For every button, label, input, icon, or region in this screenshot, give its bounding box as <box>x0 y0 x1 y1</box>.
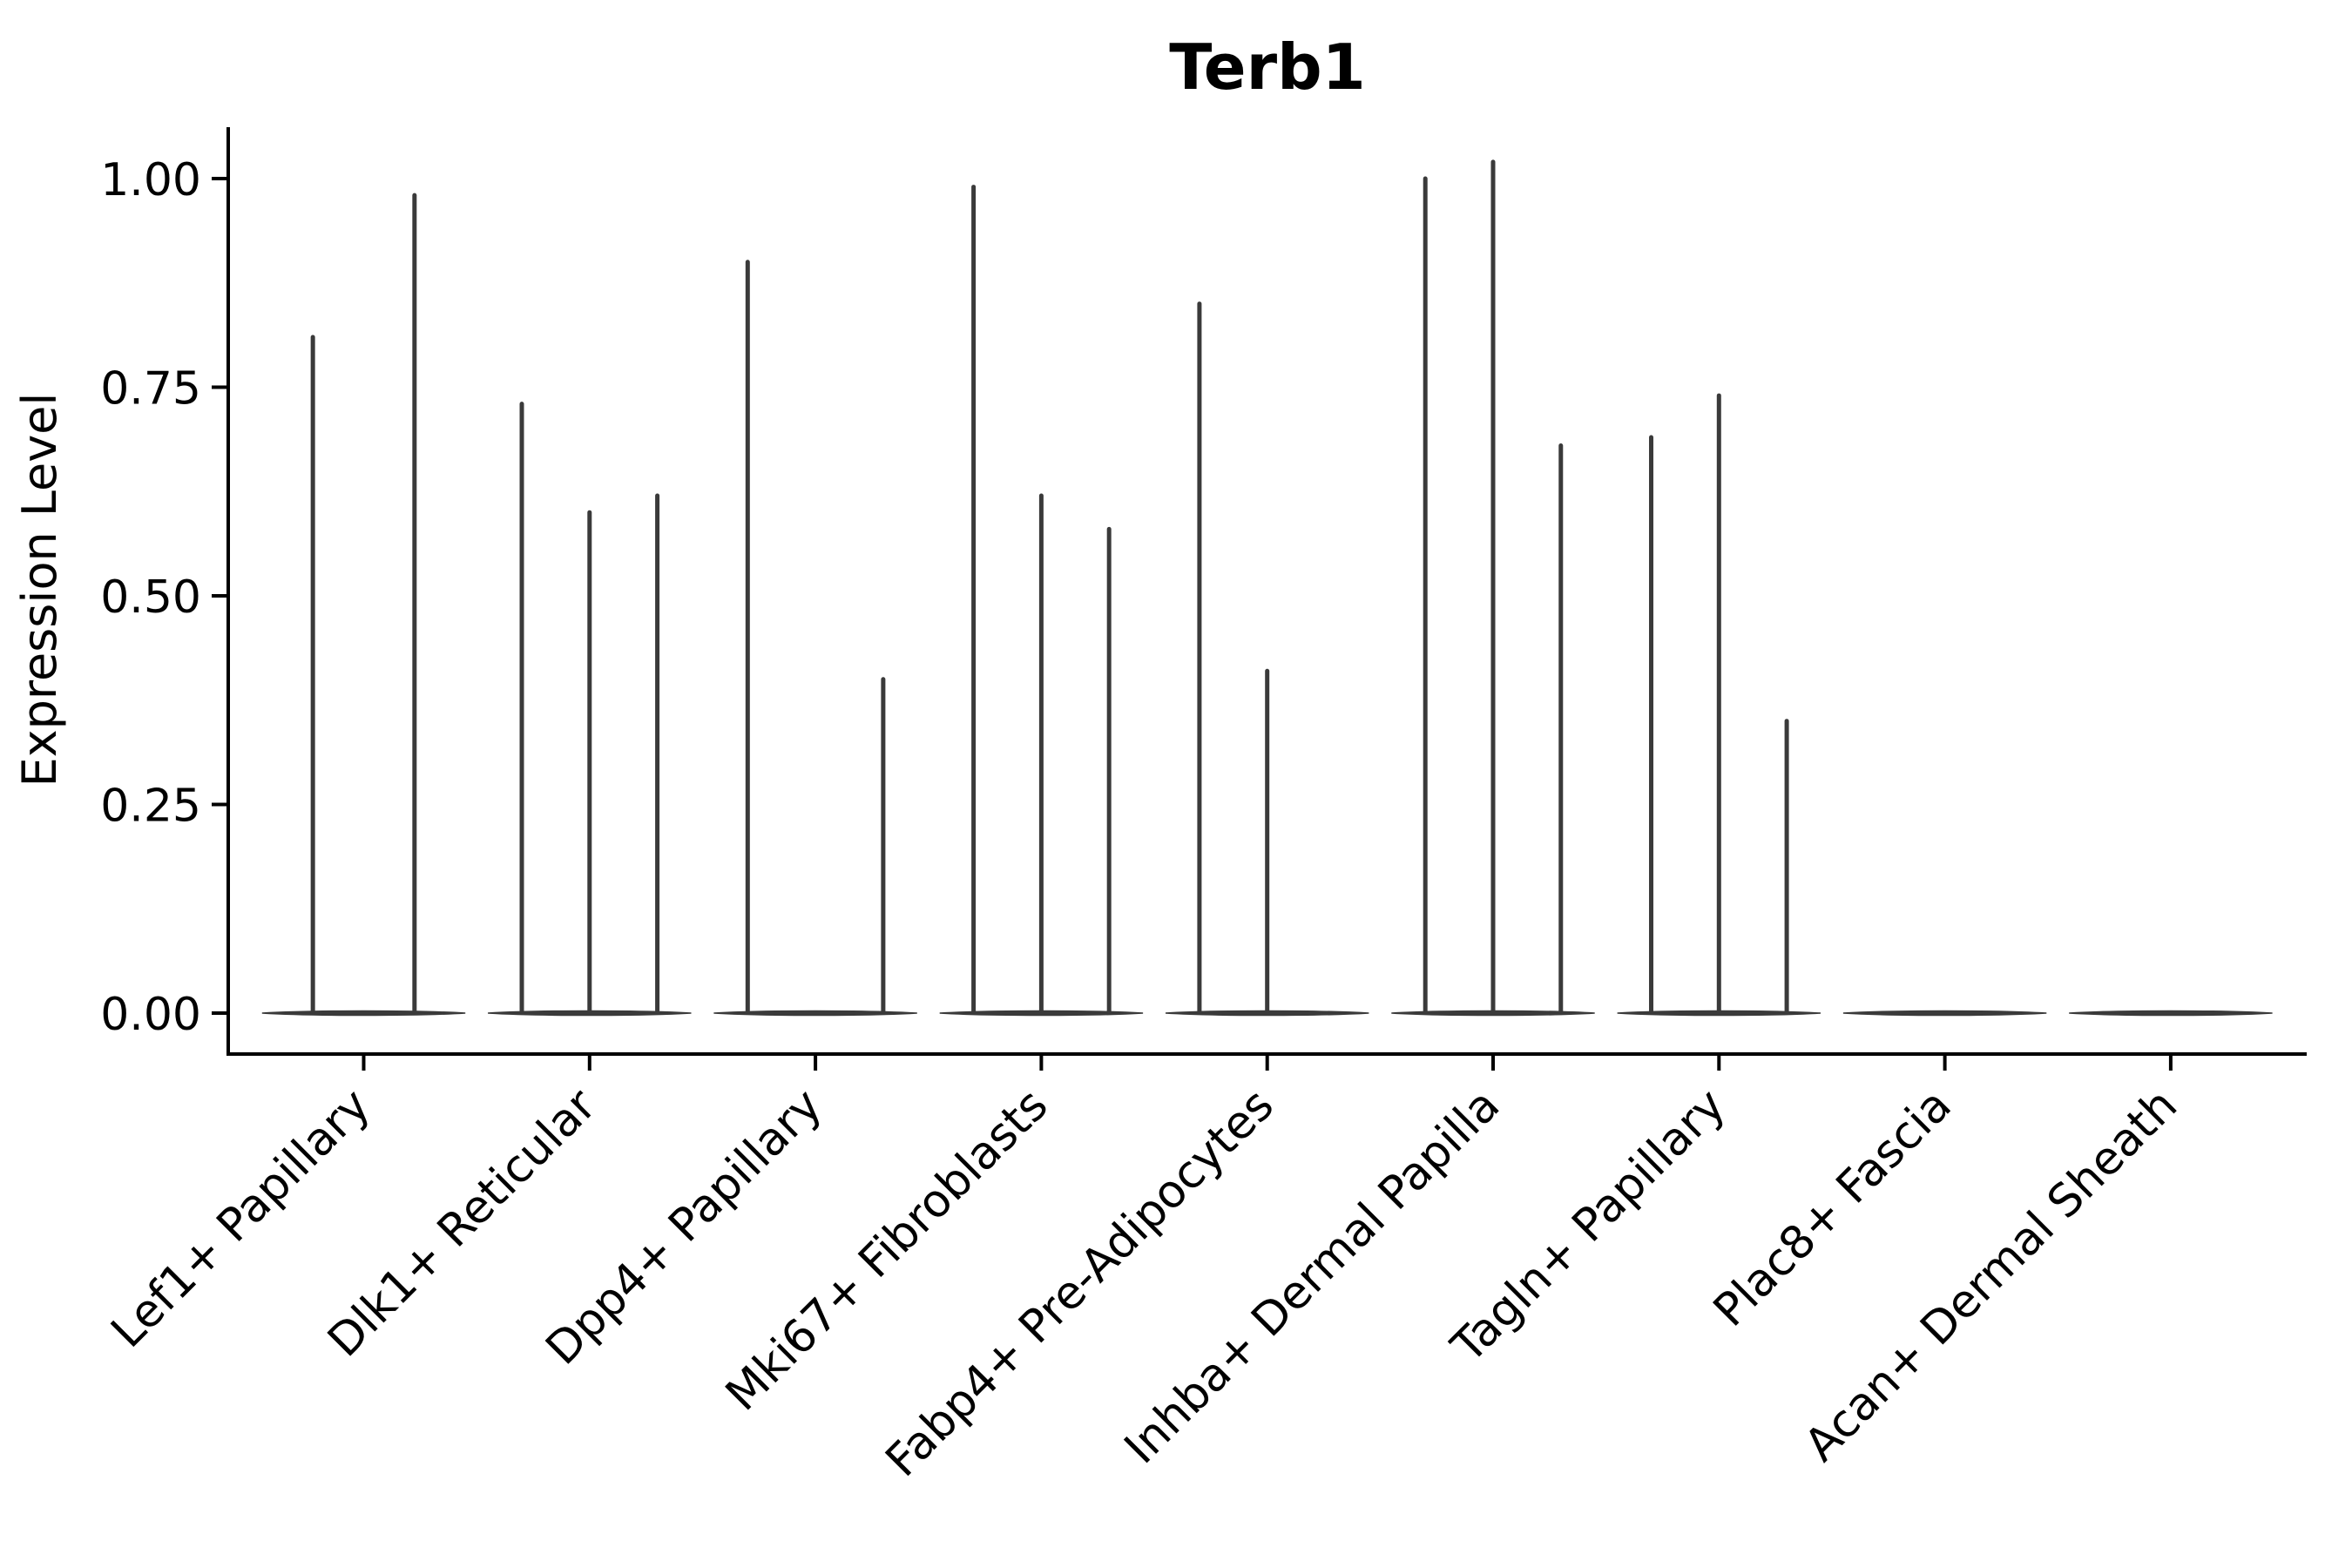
violin-group <box>713 260 917 1017</box>
x-tick-label: Acan+ Dermal Sheath <box>1794 1079 2187 1472</box>
violin-group <box>488 402 692 1017</box>
plot-title: Terb1 <box>1169 30 1366 104</box>
y-tick-label: 0.00 <box>100 989 201 1041</box>
violin-group <box>1165 301 1369 1017</box>
y-tick-label: 0.50 <box>100 571 201 624</box>
y-tick-label: 0.25 <box>100 781 201 833</box>
y-tick-label: 1.00 <box>100 154 201 206</box>
violin-base <box>261 1010 466 1017</box>
violin-group <box>939 185 1144 1017</box>
violin-base <box>1842 1010 2047 1017</box>
y-axis-label: Expression Level <box>12 393 67 787</box>
violin-group <box>261 193 466 1017</box>
y-tick-label: 0.75 <box>100 363 201 416</box>
violin-base <box>2069 1010 2273 1017</box>
violin-base <box>713 1010 917 1017</box>
x-tick-label: Inhba+ Dermal Papilla <box>1115 1079 1510 1474</box>
violins-layer <box>261 159 2273 1017</box>
violin-base <box>1391 1010 1595 1017</box>
violin-base <box>939 1010 1144 1017</box>
violin-group <box>1617 393 1821 1017</box>
violin-base <box>488 1010 692 1017</box>
violin-group <box>2069 1010 2273 1017</box>
x-tick-label: Fabp4+ Pre-Adipocytes <box>876 1079 1284 1487</box>
violin-group <box>1391 159 1595 1017</box>
violin-group <box>1842 1010 2047 1017</box>
violin-base <box>1165 1010 1369 1017</box>
x-tick-label: Plac8+ Fascia <box>1704 1079 1962 1337</box>
violin-base <box>1617 1010 1821 1017</box>
